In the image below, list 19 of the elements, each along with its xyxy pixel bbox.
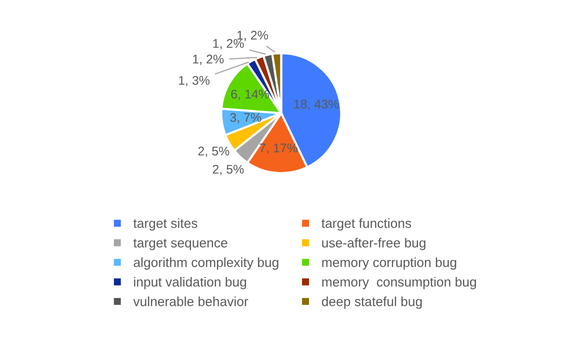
data-label: 2, 5%: [198, 146, 230, 157]
data-label: 2, 5%: [212, 164, 244, 176]
data-label: 18, 43%: [294, 100, 339, 110]
legend-label: vulnerable behavior: [133, 296, 248, 306]
legend-label: input validation bug: [134, 276, 246, 290]
legend-label: memory corruption bug: [322, 257, 456, 270]
data-label: 1, 3%: [178, 76, 210, 86]
legend-label: target sites: [133, 218, 198, 231]
legend-label: memory consumption bug: [322, 276, 476, 290]
legend-label: deep stateful bug: [322, 296, 422, 309]
legend-label: use-after-free bug: [322, 238, 426, 250]
data-label: 1, 2%: [213, 39, 244, 50]
legend-label: target sequence: [133, 238, 228, 250]
legend-label: algorithm complexity bug: [134, 257, 278, 270]
data-label: 1, 2%: [193, 54, 224, 65]
legend-label: target functions: [322, 218, 412, 231]
data-label: 1, 2%: [237, 30, 268, 42]
data-label: 3, 7%: [230, 113, 262, 124]
data-label: 7, 17%: [260, 144, 298, 154]
